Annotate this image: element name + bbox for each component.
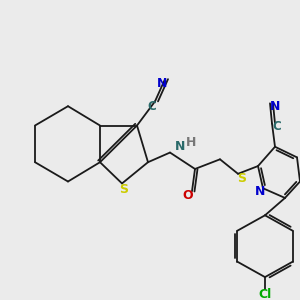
Text: N: N (255, 185, 265, 198)
Text: N: N (175, 140, 185, 153)
Text: C: C (273, 120, 281, 133)
Text: S: S (238, 172, 247, 185)
Text: N: N (270, 100, 280, 113)
Text: S: S (119, 183, 128, 196)
Text: O: O (183, 188, 193, 202)
Text: C: C (148, 100, 156, 113)
Text: H: H (186, 136, 196, 149)
Text: Cl: Cl (258, 288, 272, 300)
Text: N: N (157, 76, 167, 89)
